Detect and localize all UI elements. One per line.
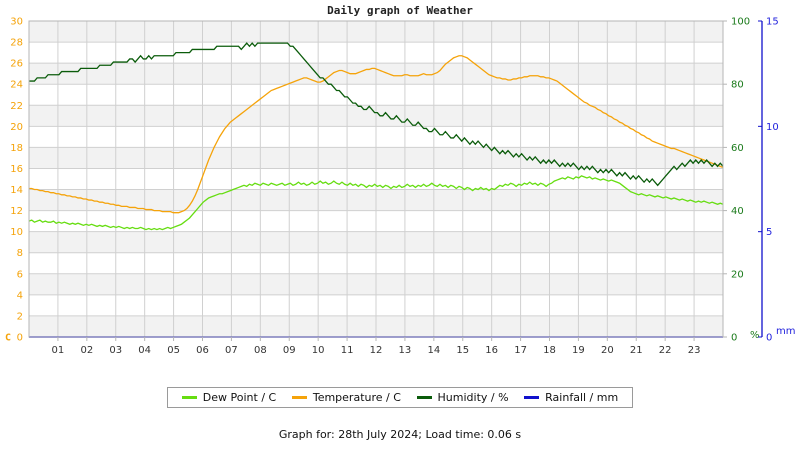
svg-text:20: 20: [10, 122, 23, 133]
page-title: Daily graph of Weather: [327, 4, 473, 17]
legend-item-rainfall: Rainfall / mm: [524, 391, 618, 404]
svg-text:16: 16: [10, 164, 23, 175]
svg-text:20: 20: [731, 269, 744, 280]
svg-text:26: 26: [10, 59, 23, 70]
legend-label-rainfall: Rainfall / mm: [545, 391, 619, 404]
x-axis-hours: 01 02 03 04 05 06 07 08 09 10 11 12 13 14 15 16 17 18 19 20…: [52, 337, 701, 356]
legend-label-dew-point: Dew Point / C: [202, 391, 277, 404]
svg-text:06: 06: [196, 345, 209, 356]
footer-caption: Graph for: 28th July 2024; Load time: 0.…: [278, 428, 522, 441]
svg-text:19: 19: [572, 345, 585, 356]
chart-plot-area: 0 2 4 6 8 10 12 14 16 18 20 22 24 26 28 30 C 0 20 40 60 80 10…: [5, 17, 796, 357]
legend-item-dew-point: Dew Point / C: [181, 391, 277, 404]
legend-label-temperature: Temperature / C: [312, 391, 401, 404]
svg-text:15: 15: [766, 17, 779, 28]
svg-text:05: 05: [167, 345, 180, 356]
svg-text:14: 14: [427, 345, 440, 356]
svg-text:01: 01: [52, 345, 65, 356]
right-rainfall-axis: 0 5 10 15 mm: [758, 17, 795, 344]
svg-text:%: %: [750, 330, 760, 341]
svg-text:mm: mm: [776, 326, 795, 337]
svg-text:28: 28: [10, 38, 23, 49]
svg-text:08: 08: [254, 345, 267, 356]
svg-text:18: 18: [10, 143, 23, 154]
legend-swatch-temperature: [291, 396, 307, 399]
svg-text:21: 21: [630, 345, 643, 356]
legend-swatch-dew-point: [181, 396, 197, 399]
svg-text:02: 02: [80, 345, 93, 356]
plot-gridlines: [29, 20, 723, 338]
svg-text:0: 0: [731, 333, 737, 344]
chart-legend: Dew Point / C Temperature / C Humidity /…: [167, 387, 633, 408]
svg-text:04: 04: [138, 345, 151, 356]
svg-text:10: 10: [10, 227, 23, 238]
svg-text:16: 16: [485, 345, 498, 356]
svg-text:11: 11: [341, 345, 354, 356]
svg-text:5: 5: [766, 227, 772, 238]
svg-text:30: 30: [10, 17, 23, 28]
svg-text:17: 17: [514, 345, 527, 356]
legend-swatch-rainfall: [524, 396, 540, 399]
svg-text:14: 14: [10, 185, 23, 196]
legend-item-temperature: Temperature / C: [291, 391, 401, 404]
svg-text:0: 0: [766, 333, 772, 344]
svg-text:22: 22: [659, 345, 672, 356]
svg-text:80: 80: [731, 80, 744, 91]
svg-text:18: 18: [543, 345, 556, 356]
svg-text:12: 12: [370, 345, 383, 356]
svg-text:20: 20: [601, 345, 614, 356]
svg-text:15: 15: [456, 345, 469, 356]
right-humidity-axis: 0 20 40 60 80 100%: [723, 17, 760, 344]
svg-text:10: 10: [766, 122, 779, 133]
svg-text:2: 2: [17, 311, 23, 322]
svg-text:8: 8: [17, 248, 23, 259]
svg-text:07: 07: [225, 345, 238, 356]
legend-swatch-humidity: [416, 396, 432, 399]
svg-text:24: 24: [10, 80, 23, 91]
svg-text:10: 10: [312, 345, 325, 356]
svg-text:100: 100: [731, 17, 750, 28]
legend-item-humidity: Humidity / %: [416, 391, 509, 404]
svg-text:60: 60: [731, 143, 744, 154]
svg-text:09: 09: [283, 345, 296, 356]
svg-text:03: 03: [109, 345, 122, 356]
svg-text:C: C: [5, 333, 11, 344]
svg-text:0: 0: [17, 333, 23, 344]
svg-text:6: 6: [17, 269, 23, 280]
legend-label-humidity: Humidity / %: [437, 391, 509, 404]
svg-text:13: 13: [399, 345, 412, 356]
svg-text:22: 22: [10, 101, 23, 112]
svg-text:4: 4: [17, 290, 23, 301]
svg-text:12: 12: [10, 206, 23, 217]
svg-text:23: 23: [688, 345, 701, 356]
svg-text:40: 40: [731, 206, 744, 217]
